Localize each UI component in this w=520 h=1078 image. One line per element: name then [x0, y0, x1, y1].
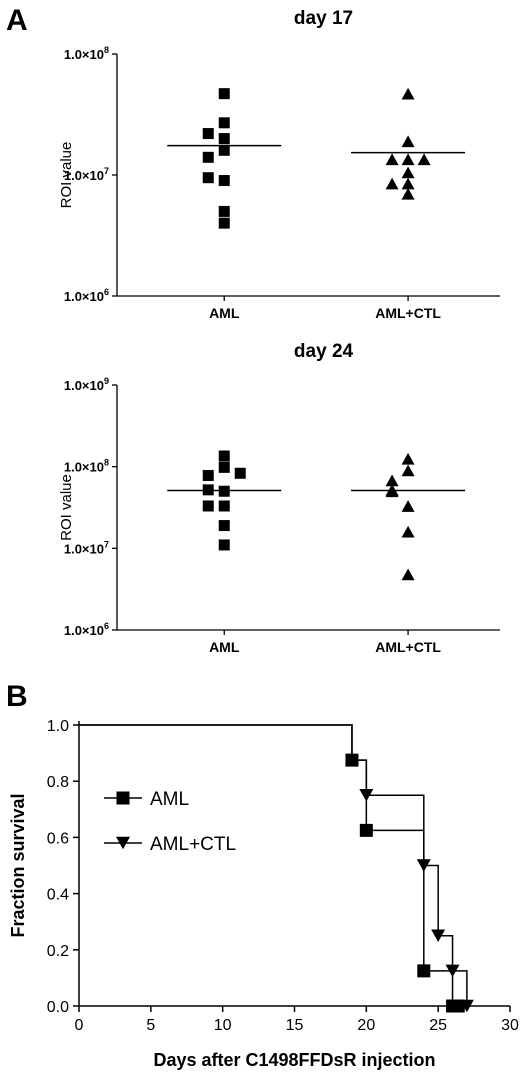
data-point-square — [218, 461, 230, 473]
x-tick-label: AML+CTL — [375, 305, 441, 321]
chart-title: day 24 — [294, 341, 354, 362]
data-point-triangle — [401, 568, 415, 581]
x-tick-label: 0 — [75, 1017, 84, 1034]
data-point-triangle — [401, 87, 415, 100]
x-tick-label: 5 — [146, 1017, 155, 1034]
scatter-chart-day24: day 24 1.0×106 1.0×107 1.0×108 1.0×109 ROI va… — [58, 341, 500, 655]
data-point-triangle — [401, 135, 415, 148]
survival-chart: 0 5 10 15 20 25 30 0.0 0.2 0.4 0.6 0.8 1.0 Days after… — [8, 718, 519, 1070]
x-tick-label: 15 — [286, 1017, 304, 1034]
data-point-square — [218, 144, 230, 156]
data-point-triangle — [385, 153, 399, 166]
x-tick-label: AML — [209, 639, 240, 655]
censor-marker-triangle — [359, 788, 374, 802]
data-point-square — [218, 217, 230, 229]
data-point-triangle — [401, 500, 415, 512]
data-point-triangle — [385, 474, 399, 487]
data-point-square — [234, 467, 246, 479]
legend: AML AML+CTL — [104, 789, 236, 855]
data-point-triangle — [401, 452, 415, 465]
data-point-square — [218, 539, 230, 551]
data-point-triangle — [385, 177, 399, 190]
x-tick-label: AML — [209, 305, 240, 321]
data-point-square — [202, 500, 214, 512]
legend-marker-square — [116, 791, 130, 805]
scatter-chart-day17: day 17 1.0×106 1.0×107 1.0×108 ROI value AML A… — [58, 8, 500, 321]
data-point-triangle — [401, 177, 415, 190]
y-tick-label: 1.0×107 — [64, 539, 109, 556]
legend-label-aml-ctl: AML+CTL — [150, 834, 236, 855]
data-point-square — [218, 175, 230, 187]
y-tick-label: 0.8 — [47, 774, 69, 791]
y-tick-label: 0.6 — [47, 830, 69, 847]
y-tick-label: 1.0×107 — [64, 166, 109, 183]
data-point-triangle — [401, 187, 415, 200]
censor-marker-triangle — [445, 964, 460, 978]
y-axis-label: ROI value — [58, 474, 75, 541]
data-point-square — [202, 172, 214, 184]
panel-letter-a: A — [6, 4, 28, 37]
x-tick-label: 20 — [357, 1017, 375, 1034]
data-point-square — [218, 500, 230, 512]
y-tick-label: 1.0×106 — [64, 287, 109, 304]
x-tick-label: 30 — [501, 1017, 519, 1034]
censor-marker-triangle — [416, 859, 431, 872]
censor-marker-square — [417, 964, 431, 978]
x-tick-label: 10 — [214, 1017, 232, 1034]
data-point-square — [218, 450, 230, 462]
data-point-triangle — [417, 153, 431, 166]
y-tick-label: 1.0×106 — [64, 621, 109, 638]
data-point-triangle — [401, 464, 415, 477]
data-point-square — [218, 88, 230, 100]
survival-curve — [79, 724, 468, 1006]
data-point-square — [202, 469, 214, 481]
censor-marker-triangle — [431, 929, 446, 943]
data-point-square — [218, 520, 230, 532]
x-tick-label: AML+CTL — [375, 639, 441, 655]
y-tick-label: 0.2 — [47, 943, 69, 960]
y-tick-label: 1.0×109 — [64, 376, 109, 393]
survival-curve — [79, 724, 460, 1007]
y-tick-label: 1.0×108 — [64, 458, 109, 475]
chart-title: day 17 — [294, 8, 353, 29]
y-tick-label: 1.0×108 — [64, 45, 109, 62]
data-point-square — [218, 117, 230, 129]
data-point-square — [202, 151, 214, 163]
data-point-square — [218, 205, 230, 217]
y-tick-label: 0.0 — [47, 999, 69, 1016]
censor-marker-square — [359, 823, 373, 837]
legend-marker-triangle — [116, 836, 130, 850]
data-point-triangle — [401, 525, 415, 538]
data-point-square — [202, 128, 214, 140]
y-axis-label: Fraction survival — [8, 793, 28, 937]
y-tick-label: 1.0 — [47, 718, 69, 735]
censor-marker-triangle — [459, 999, 474, 1013]
censor-marker-square — [451, 999, 465, 1013]
data-point-triangle — [401, 153, 415, 166]
y-axis-label: ROI value — [58, 142, 75, 209]
x-tick-label: 25 — [429, 1017, 447, 1034]
data-point-square — [218, 133, 230, 145]
y-tick-label: 0.4 — [47, 887, 69, 904]
data-point-triangle — [401, 166, 415, 179]
panel-letter-b: B — [6, 680, 28, 713]
x-axis-label: Days after C1498FFDsR injection — [153, 1050, 435, 1070]
legend-label-aml: AML — [150, 789, 189, 810]
